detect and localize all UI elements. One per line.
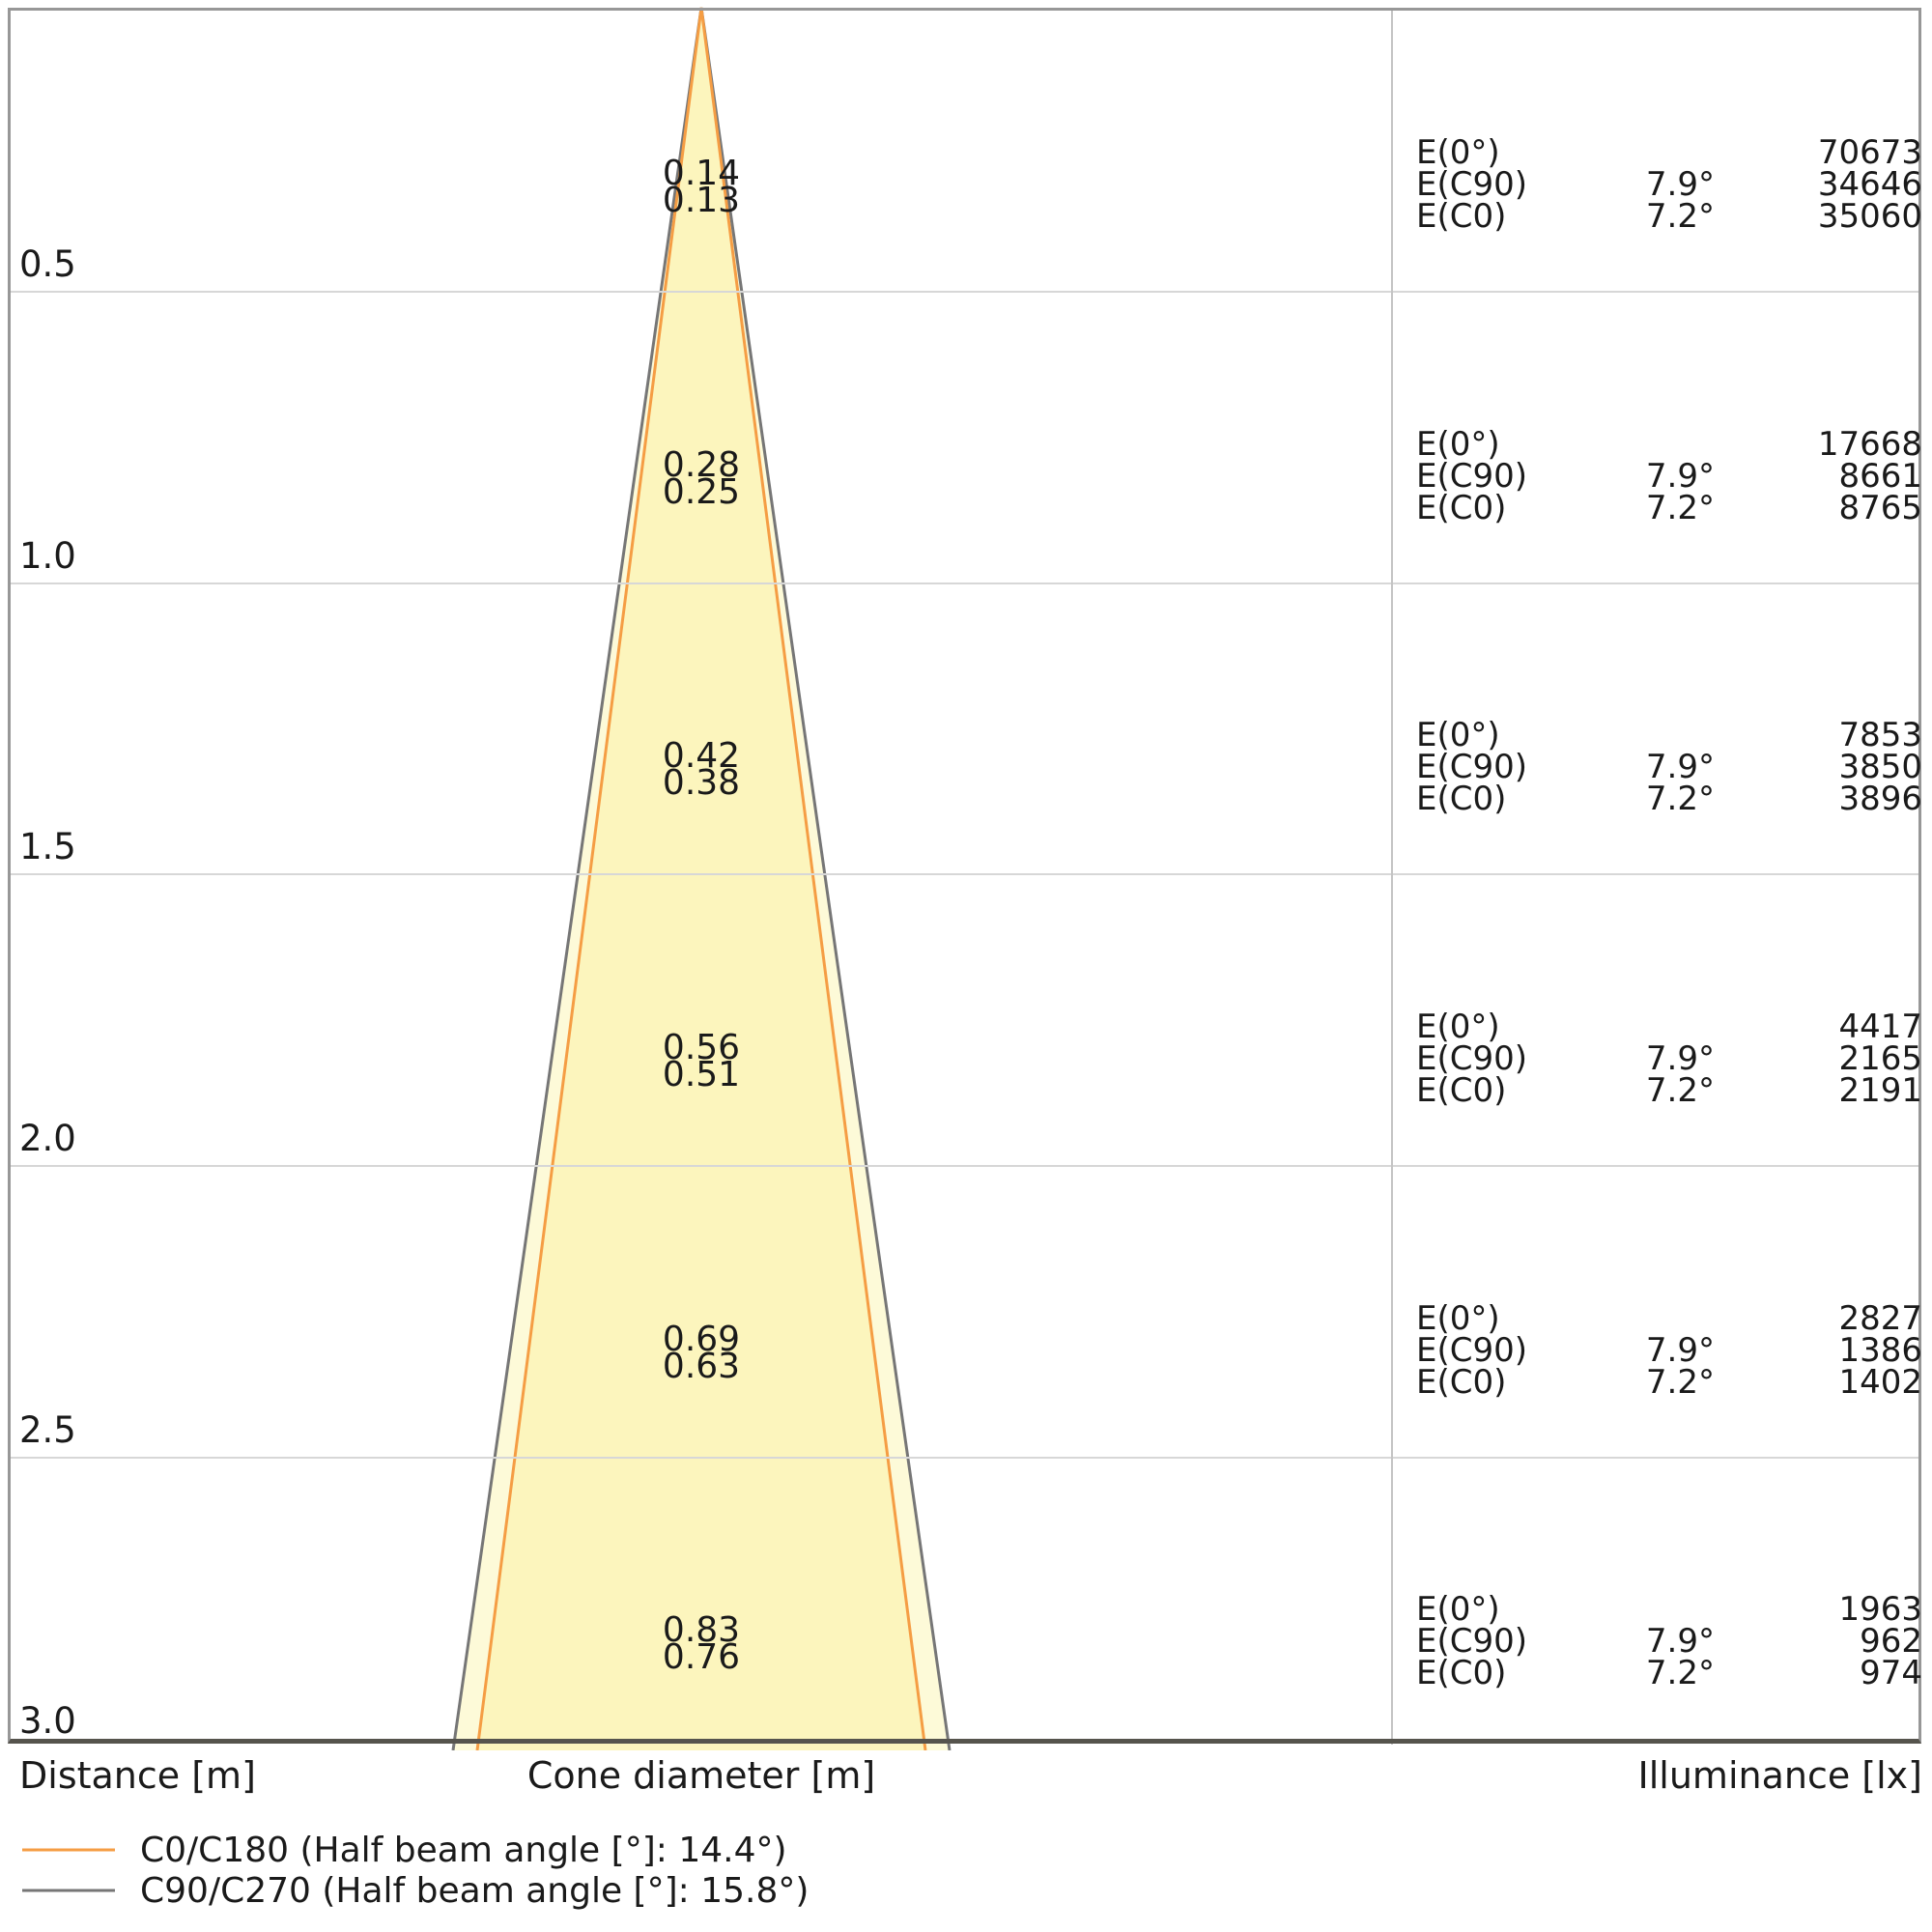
distance-axis-label: Distance [m] — [19, 1754, 256, 1797]
ec90-value: 34646 — [1817, 165, 1922, 204]
gridline-0.5m — [11, 291, 1921, 293]
ec0-value: 8765 — [1838, 489, 1922, 527]
cone-diameter-c0: 0.76 — [662, 1637, 741, 1677]
ec0-angle: 7.2° — [1645, 1363, 1715, 1402]
e0-label: E(0°) — [1416, 1590, 1500, 1629]
distance-tick-3.0: 3.0 — [19, 1700, 76, 1742]
ec0-angle: 7.2° — [1645, 780, 1715, 818]
e0-label: E(0°) — [1416, 716, 1500, 754]
legend-item-c0-c180: C0/C180 (Half beam angle [°]: 14.4°) — [22, 1830, 787, 1870]
e0-value: 4417 — [1838, 1008, 1922, 1046]
illuminance-panel-divider — [1391, 11, 1393, 1745]
axis-label-row: Distance [m] Cone diameter [m] Illuminan… — [0, 1754, 1932, 1801]
cone-diameter-c90: 0.83 — [662, 1610, 741, 1650]
illuminance-block-1.0m: E(0°) 17668 E(C90) 7.9° 8661 E(C0) 7.2° … — [1416, 425, 1922, 527]
ec0-angle: 7.2° — [1645, 197, 1715, 236]
ec90-angle: 7.9° — [1645, 1039, 1715, 1078]
illuminance-block-2.5m: E(0°) 2827 E(C90) 7.9° 1386 E(C0) 7.2° 1… — [1416, 1299, 1922, 1402]
distance-tick-1.5: 1.5 — [19, 826, 76, 867]
ec0-label: E(C0) — [1416, 489, 1507, 527]
cone-diameter-c90: 0.28 — [662, 445, 741, 485]
ec90-value: 8661 — [1838, 457, 1922, 496]
beam-cone-plot — [451, 7, 952, 1750]
ec90-angle: 7.9° — [1645, 748, 1715, 786]
e0-value: 17668 — [1817, 425, 1922, 464]
e0-value: 7853 — [1838, 716, 1922, 754]
ec0-angle: 7.2° — [1645, 489, 1715, 527]
gridline-2.0m — [11, 1165, 1921, 1167]
illuminance-block-0.5m: E(0°) 70673 E(C90) 7.9° 34646 E(C0) 7.2°… — [1416, 133, 1922, 236]
gridline-1.0m — [11, 582, 1921, 584]
ec0-value: 35060 — [1817, 197, 1922, 236]
distance-tick-2.0: 2.0 — [19, 1118, 76, 1159]
ec0-label: E(C0) — [1416, 1654, 1507, 1692]
ec0-angle: 7.2° — [1645, 1071, 1715, 1110]
cone-diameter-c90: 0.42 — [662, 736, 741, 776]
e0-value: 2827 — [1838, 1299, 1922, 1338]
cone-diameter-values-2.5m: 0.69 0.63 — [662, 1320, 741, 1386]
legend-item-c90-c270: C90/C270 (Half beam angle [°]: 15.8°) — [22, 1870, 809, 1911]
cone-diameter-c0: 0.63 — [662, 1347, 741, 1386]
ec90-value: 2165 — [1838, 1039, 1922, 1078]
legend-label-c0: C0/C180 (Half beam angle [°]: 14.4°) — [140, 1830, 787, 1870]
cone-diameter-values-3.0m: 0.83 0.76 — [662, 1610, 741, 1677]
illuminance-axis-label: Illuminance [lx] — [1637, 1754, 1922, 1797]
ec90-value: 3850 — [1838, 748, 1922, 786]
e0-label: E(0°) — [1416, 133, 1500, 172]
cone-diameter-values-0.5m: 0.14 0.13 — [662, 154, 741, 220]
legend-line-c90-icon — [22, 1889, 115, 1892]
ec90-label: E(C90) — [1416, 1039, 1528, 1078]
distance-tick-2.5: 2.5 — [19, 1409, 76, 1451]
ec0-value: 974 — [1860, 1654, 1922, 1692]
cone-diameter-c90: 0.14 — [662, 154, 741, 193]
cone-diameter-values-1.0m: 0.28 0.25 — [662, 445, 741, 512]
ec90-label: E(C90) — [1416, 165, 1528, 204]
e0-label: E(0°) — [1416, 1008, 1500, 1046]
ec0-value: 2191 — [1838, 1071, 1922, 1110]
cone-diameter-c0: 0.51 — [662, 1055, 741, 1094]
cone-diameter-c90: 0.56 — [662, 1028, 741, 1067]
distance-tick-0.5: 0.5 — [19, 243, 76, 285]
ec90-label: E(C90) — [1416, 1622, 1528, 1661]
distance-tick-1.0: 1.0 — [19, 535, 76, 577]
ec90-angle: 7.9° — [1645, 1331, 1715, 1370]
illuminance-block-1.5m: E(0°) 7853 E(C90) 7.9° 3850 E(C0) 7.2° 3… — [1416, 716, 1922, 818]
ec90-value: 1386 — [1838, 1331, 1922, 1370]
legend-label-c90: C90/C270 (Half beam angle [°]: 15.8°) — [140, 1870, 810, 1911]
ec0-label: E(C0) — [1416, 1071, 1507, 1110]
e0-value: 70673 — [1817, 133, 1922, 172]
ec0-label: E(C0) — [1416, 780, 1507, 818]
gridline-2.5m — [11, 1457, 1921, 1459]
ec90-angle: 7.9° — [1645, 165, 1715, 204]
e0-value: 1963 — [1838, 1590, 1922, 1629]
cone-diameter-c90: 0.69 — [662, 1320, 741, 1359]
illuminance-block-3.0m: E(0°) 1963 E(C90) 7.9° 962 E(C0) 7.2° 97… — [1416, 1590, 1922, 1692]
cone-diameter-c0: 0.38 — [662, 763, 741, 803]
ec90-label: E(C90) — [1416, 457, 1528, 496]
ec0-label: E(C0) — [1416, 197, 1507, 236]
e0-label: E(0°) — [1416, 425, 1500, 464]
gridline-1.5m — [11, 873, 1921, 875]
cone-diameter-values-2.0m: 0.56 0.51 — [662, 1028, 741, 1094]
legend-line-c0-icon — [22, 1848, 115, 1852]
ec90-angle: 7.9° — [1645, 1622, 1715, 1661]
illuminance-block-2.0m: E(0°) 4417 E(C90) 7.9° 2165 E(C0) 7.2° 2… — [1416, 1008, 1922, 1110]
cone-diameter-values-1.5m: 0.42 0.38 — [662, 736, 741, 803]
cone-diameter-axis-label: Cone diameter [m] — [526, 1754, 876, 1797]
ec90-label: E(C90) — [1416, 1331, 1528, 1370]
cone-diameter-c0: 0.13 — [662, 181, 741, 220]
cone-c0-area — [477, 8, 925, 1750]
cone-diameter-c0: 0.25 — [662, 472, 741, 512]
ec0-value: 1402 — [1838, 1363, 1922, 1402]
e0-label: E(0°) — [1416, 1299, 1500, 1338]
ec90-value: 962 — [1860, 1622, 1922, 1661]
ec90-label: E(C90) — [1416, 748, 1528, 786]
ec90-angle: 7.9° — [1645, 457, 1715, 496]
ec0-label: E(C0) — [1416, 1363, 1507, 1402]
ec0-value: 3896 — [1838, 780, 1922, 818]
ec0-angle: 7.2° — [1645, 1654, 1715, 1692]
